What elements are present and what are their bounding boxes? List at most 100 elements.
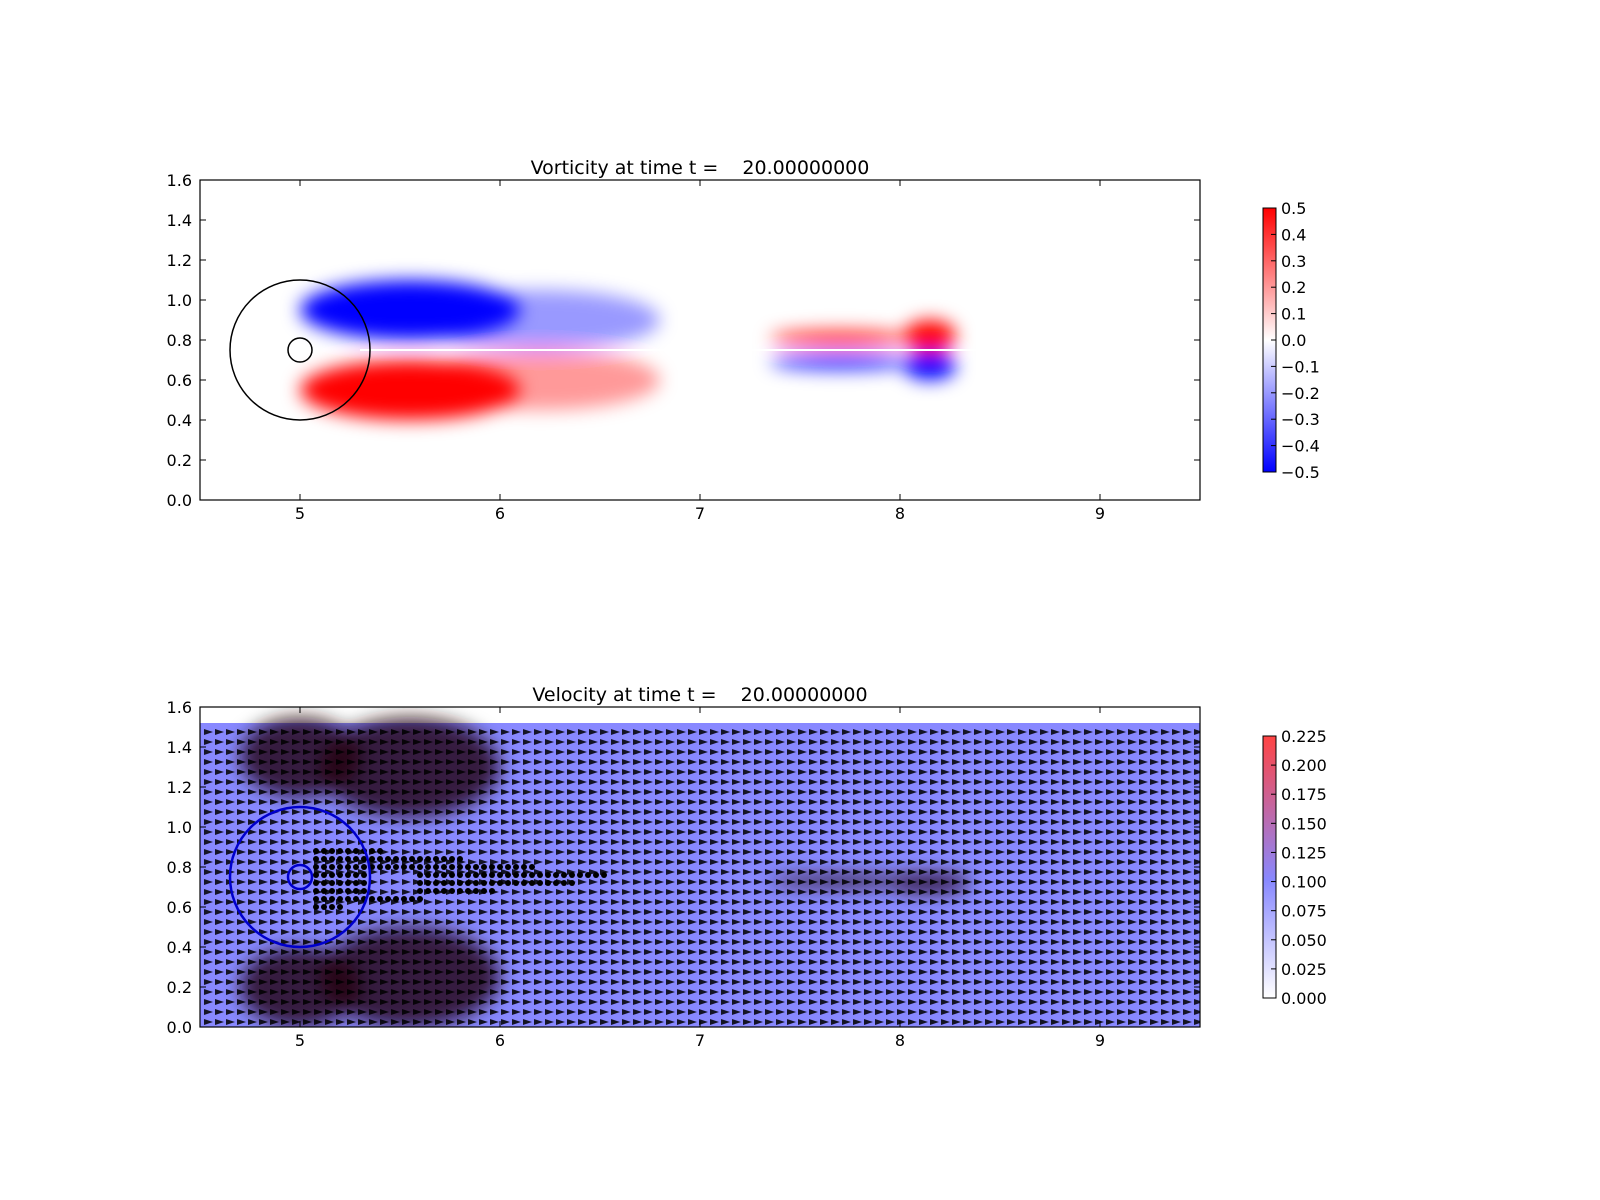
velocity-arrow (666, 879, 675, 885)
velocity-arrow (204, 919, 213, 925)
velocity-arrow (1139, 949, 1148, 955)
velocity-arrow (380, 949, 389, 955)
velocity-arrow (1040, 999, 1049, 1005)
velocity-arrow (875, 799, 884, 805)
velocity-quiver (204, 729, 1200, 1025)
velocity-arrow (754, 759, 763, 765)
velocity-arrow (413, 999, 422, 1005)
velocity-arrow (270, 889, 279, 895)
velocity-arrow (776, 959, 785, 965)
velocity-arrow (1051, 849, 1060, 855)
velocity-arrow (435, 1019, 444, 1025)
velocity-arrow (556, 959, 565, 965)
velocity-arrow (677, 929, 686, 935)
velocity-arrow (589, 779, 598, 785)
velocity-arrow (1029, 989, 1038, 995)
velocity-arrow (391, 809, 400, 815)
velocity-arrow (930, 819, 939, 825)
wake-dot (313, 904, 319, 910)
velocity-arrow (798, 879, 807, 885)
velocity-arrow (622, 929, 631, 935)
velocity-arrow (215, 1019, 224, 1025)
velocity-arrow (710, 999, 719, 1005)
velocity-arrow (237, 729, 246, 735)
velocity-arrow (853, 869, 862, 875)
velocity-arrow (501, 769, 510, 775)
velocity-arrow (204, 929, 213, 935)
velocity-arrow (215, 839, 224, 845)
velocity-arrow (787, 959, 796, 965)
velocity-arrow (567, 849, 576, 855)
velocity-arrow (743, 899, 752, 905)
velocity-arrow (611, 1009, 620, 1015)
velocity-arrow (490, 779, 499, 785)
velocity-arrow (886, 799, 895, 805)
wake-dot (529, 864, 535, 870)
velocity-arrow (248, 1019, 257, 1025)
velocity-arrow (270, 929, 279, 935)
velocity-arrow (314, 809, 323, 815)
velocity-arrow (897, 819, 906, 825)
velocity-arrow (259, 969, 268, 975)
velocity-arrow (1150, 879, 1159, 885)
wake-dot (585, 872, 591, 878)
colorbar-tick-label: 0.150 (1281, 814, 1327, 833)
wake-dot (529, 880, 535, 886)
velocity-arrow (237, 1009, 246, 1015)
velocity-arrow (963, 1019, 972, 1025)
velocity-arrow (281, 899, 290, 905)
velocity-arrow (963, 889, 972, 895)
velocity-arrow (1040, 929, 1049, 935)
velocity-arrow (941, 889, 950, 895)
velocity-arrow (930, 759, 939, 765)
velocity-arrow (1150, 939, 1159, 945)
velocity-arrow (1194, 759, 1200, 765)
velocity-arrow (688, 759, 697, 765)
velocity-arrow (523, 909, 532, 915)
velocity-arrow (1084, 749, 1093, 755)
velocity-arrow (1018, 989, 1027, 995)
velocity-arrow (1084, 939, 1093, 945)
velocity-arrow (303, 889, 312, 895)
velocity-arrow (424, 989, 433, 995)
velocity-arrow (336, 999, 345, 1005)
velocity-arrow (1029, 819, 1038, 825)
velocity-arrow (677, 739, 686, 745)
velocity-arrow (1029, 959, 1038, 965)
wake-dot (521, 864, 527, 870)
velocity-arrow (908, 899, 917, 905)
velocity-arrow (1194, 779, 1200, 785)
velocity-arrow (765, 729, 774, 735)
velocity-arrow (853, 929, 862, 935)
velocity-arrow (402, 1009, 411, 1015)
velocity-arrow (204, 859, 213, 865)
velocity-arrow (248, 749, 257, 755)
y-tick-label: 0.2 (167, 978, 192, 997)
wake-dot (505, 864, 511, 870)
velocity-arrow (842, 839, 851, 845)
velocity-arrow (963, 759, 972, 765)
velocity-arrow (908, 989, 917, 995)
velocity-arrow (864, 1019, 873, 1025)
velocity-arrow (941, 839, 950, 845)
velocity-arrow (215, 739, 224, 745)
velocity-arrow (567, 1009, 576, 1015)
velocity-arrow (1117, 849, 1126, 855)
velocity-arrow (655, 949, 664, 955)
velocity-arrow (787, 779, 796, 785)
velocity-arrow (754, 839, 763, 845)
x-tick-label: 5 (295, 504, 305, 523)
negative-vorticity-blob (420, 290, 660, 350)
velocity-arrow (567, 779, 576, 785)
velocity-arrow (666, 1019, 675, 1025)
velocity-arrow (314, 749, 323, 755)
velocity-arrow (831, 919, 840, 925)
velocity-arrow (930, 859, 939, 865)
velocity-arrow (1029, 799, 1038, 805)
velocity-arrow (413, 749, 422, 755)
velocity-arrow (754, 889, 763, 895)
velocity-arrow (534, 849, 543, 855)
velocity-arrow (512, 859, 521, 865)
velocity-arrow (358, 729, 367, 735)
